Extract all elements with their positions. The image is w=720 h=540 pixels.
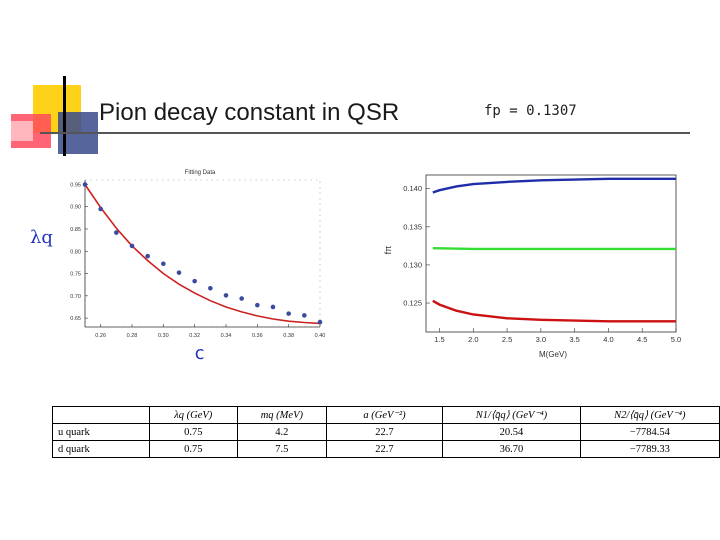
table-cell: 22.7 — [325, 423, 444, 441]
table-cell: −7784.54 — [579, 423, 720, 441]
left-x-tick-label: 0.32 — [189, 333, 200, 339]
decor-vertical-line — [63, 76, 66, 156]
right-y-tick-label: 0.125 — [403, 299, 422, 308]
data-point — [161, 261, 166, 267]
left-plot-frame — [84, 179, 321, 328]
right-x-tick-label: 5.0 — [671, 335, 681, 344]
table-header-cell: mq (MeV) — [236, 406, 327, 424]
left-y-tick-label: 0.90 — [70, 205, 81, 211]
data-point — [82, 182, 88, 187]
series-line-upper — [432, 177, 676, 194]
fitting-data-chart: Fitting Data 0.26 0.28 0.30 0.32 0.34 0.36 0.3… — [70, 170, 326, 339]
table-cell: 0.75 — [148, 440, 238, 458]
title-underline — [40, 132, 690, 134]
left-y-tick-label: 0.75 — [70, 272, 81, 278]
right-x-tick-label: 3.0 — [536, 335, 546, 344]
table-row: u quark 0.75 4.2 22.7 20.54 −7784.54 — [52, 423, 720, 441]
right-y-tick-label: 0.130 — [403, 260, 422, 269]
table-header-cell: a (GeV⁻²) — [325, 406, 444, 424]
left-y-tick-label: 0.80 — [70, 249, 81, 255]
left-x-tick-label: 0.34 — [221, 333, 232, 339]
chart-right-ylabel: fπ — [383, 246, 393, 255]
data-point — [176, 270, 182, 275]
data-point — [286, 311, 291, 316]
data-point — [208, 285, 213, 291]
table-header-cell: N2/⟨q̄q⟩ (GeV⁻⁴) — [579, 406, 720, 424]
data-point — [192, 278, 197, 284]
table-cell: 7.5 — [236, 440, 327, 458]
table-cell: 22.7 — [325, 440, 444, 458]
table-header-cell — [52, 406, 150, 424]
left-x-tick-label: 0.28 — [127, 333, 138, 339]
data-point — [302, 313, 307, 318]
right-x-tick-label: 2.5 — [502, 335, 512, 344]
left-y-tick-label: 0.65 — [70, 316, 81, 322]
table-row: d quark 0.75 7.5 22.7 36.70 −7789.33 — [52, 440, 720, 458]
lambda-axis-label: λq — [30, 227, 53, 248]
slide-title: Pion decay constant in QSR — [99, 99, 400, 126]
left-y-tick-label: 0.95 — [70, 182, 81, 188]
table-cell: u quark — [52, 423, 150, 441]
right-y-tick-label: 0.140 — [403, 184, 422, 193]
table-header-cell: N1/⟨q̄q⟩ (GeV⁻⁴) — [442, 406, 581, 424]
series-line-middle — [432, 247, 676, 251]
table-header-cell: λq (GeV) — [148, 406, 238, 424]
data-point — [317, 319, 323, 325]
left-x-tick-label: 0.40 — [315, 333, 326, 339]
left-x-tick-label: 0.26 — [95, 333, 106, 339]
left-y-tick-label: 0.70 — [70, 294, 81, 300]
decor-pink-square — [11, 121, 33, 141]
table-cell: −7789.33 — [579, 440, 720, 458]
table-cell: 4.2 — [236, 423, 327, 441]
chart-right-xlabel: M(GeV) — [539, 350, 567, 359]
right-x-tick-label: 1.5 — [434, 335, 444, 344]
right-x-tick-label: 3.5 — [569, 335, 579, 344]
data-point — [98, 206, 103, 212]
table-cell: 36.70 — [442, 440, 581, 458]
left-x-tick-label: 0.36 — [252, 333, 263, 339]
left-x-tick-label: 0.38 — [283, 333, 294, 339]
table-cell: d quark — [52, 440, 150, 458]
right-plot-frame — [425, 174, 677, 333]
fp-value-label: fp = 0.1307 — [484, 103, 577, 119]
right-y-tick-label: 0.135 — [403, 222, 422, 231]
right-x-tick-label: 2.0 — [468, 335, 478, 344]
series-line-lower — [432, 299, 676, 323]
table-cell: 0.75 — [148, 423, 238, 441]
table-header-row: λq (GeV) mq (MeV) a (GeV⁻²) N1/⟨q̄q⟩ (Ge… — [52, 406, 720, 424]
fit-curve — [84, 184, 321, 325]
c-axis-label: c — [194, 343, 205, 364]
parameters-table: λq (GeV) mq (MeV) a (GeV⁻²) N1/⟨q̄q⟩ (Ge… — [52, 406, 720, 458]
chart-left-title: Fitting Data — [185, 170, 216, 176]
right-x-tick-label: 4.5 — [637, 335, 647, 344]
data-point — [239, 296, 244, 301]
data-point — [145, 253, 150, 259]
left-y-tick-label: 0.85 — [70, 227, 81, 233]
right-x-tick-label: 4.0 — [603, 335, 613, 344]
fpi-vs-mass-chart: 1.5 2.0 2.5 3.0 3.5 4.0 4.5 5.0 0.140 0.135 0.130 0… — [383, 174, 681, 359]
table-cell: 20.54 — [442, 423, 581, 441]
data-point — [129, 243, 135, 249]
data-point — [114, 230, 119, 235]
data-point — [223, 293, 229, 298]
data-point — [255, 302, 260, 308]
data-point — [270, 304, 276, 310]
left-x-tick-label: 0.30 — [158, 333, 169, 339]
